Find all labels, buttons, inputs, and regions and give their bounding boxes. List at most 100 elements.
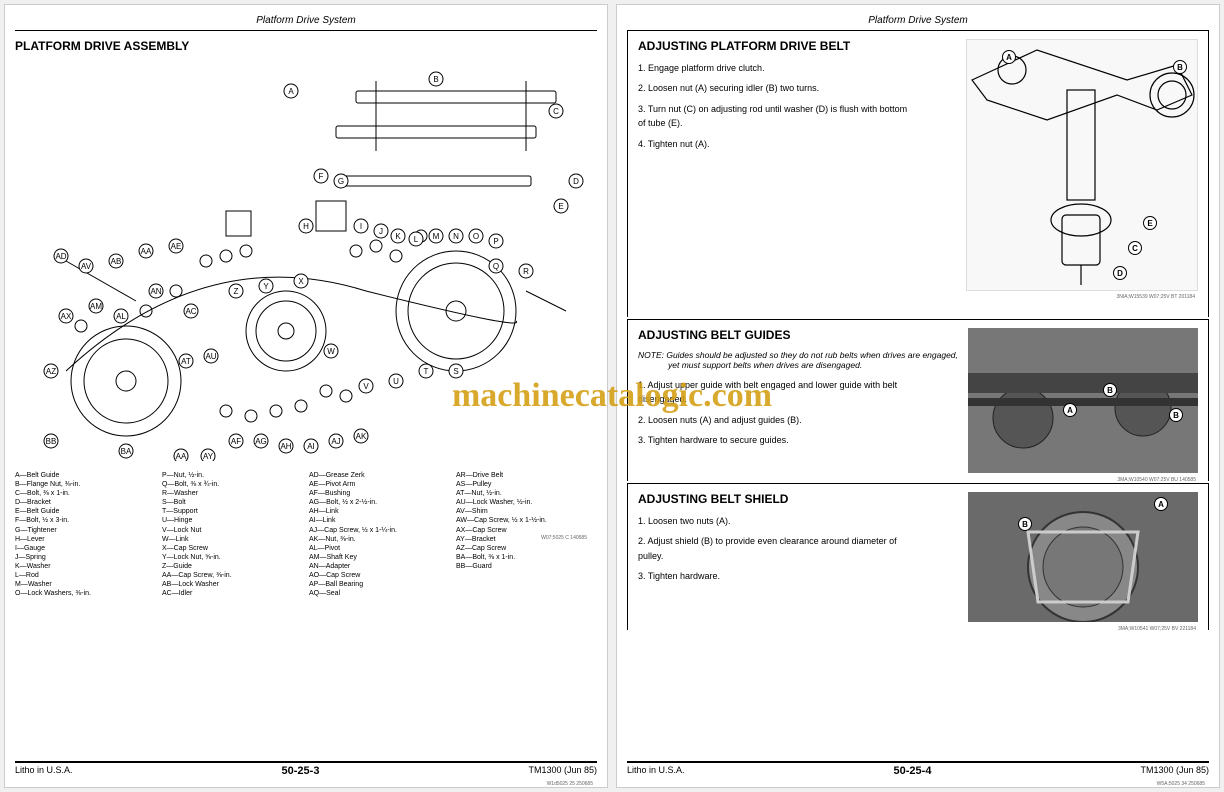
caption-1: 3NIA;W15539 W07;25V BT 201184 <box>1117 294 1195 300</box>
legend-item: BB—Guard <box>456 562 597 571</box>
svg-text:AN: AN <box>150 287 161 296</box>
legend-item: Y—Lock Nut, ⅝-in. <box>162 553 303 562</box>
svg-text:AM: AM <box>90 302 102 311</box>
title-drive-belt: ADJUSTING PLATFORM DRIVE BELT <box>638 39 956 53</box>
callout-c: C <box>1128 241 1142 255</box>
legend-item: AC—Idler <box>162 589 303 598</box>
callout-a: A <box>1002 50 1016 64</box>
left-page: Platform Drive System PLATFORM DRIVE ASS… <box>4 4 608 788</box>
svg-text:V: V <box>363 382 369 391</box>
svg-text:AA: AA <box>176 452 187 461</box>
svg-text:Y: Y <box>263 282 269 291</box>
svg-text:BA: BA <box>121 447 132 456</box>
legend-item: G—Tightener <box>15 526 156 535</box>
footer-page-num-r: 50-25-4 <box>894 765 932 777</box>
footer-litho-r: Litho in U.S.A. <box>627 765 685 777</box>
legend-item: V—Lock Nut <box>162 526 303 535</box>
legend-item: U—Hinge <box>162 516 303 525</box>
svg-text:AA: AA <box>141 247 152 256</box>
caption-3: 3MA;W10541 W07;25V BV 221184 <box>1118 626 1196 632</box>
footer-left-page: Litho in U.S.A. 50-25-3 TM1300 (Jun 85) <box>15 761 597 777</box>
legend-item: L—Rod <box>15 571 156 580</box>
procedure-step: 3. Tighten hardware. <box>638 569 908 583</box>
legend-item: S—Bolt <box>162 498 303 507</box>
diagram-drive-belt: A B C D E 3NIA;W15539 W07;25V BT 201184 <box>966 39 1198 291</box>
svg-text:AJ: AJ <box>331 437 340 446</box>
svg-text:S: S <box>453 367 458 376</box>
legend-item: AT—Nut, ½-in. <box>456 489 597 498</box>
procedure-step: 1. Loosen two nuts (A). <box>638 514 908 528</box>
legend-item: D—Bracket <box>15 498 156 507</box>
photo-belt-shield: A B 3MA;W10541 W07;25V BV 221184 <box>968 492 1198 622</box>
legend-item: E—Belt Guide <box>15 507 156 516</box>
legend-item: AH—Link <box>309 507 450 516</box>
footer-doc-id-r: TM1300 (Jun 85) <box>1140 765 1209 777</box>
legend-item: BA—Bolt, ⅜ x 1-in. <box>456 553 597 562</box>
legend-item: AX—Cap Screw <box>456 526 597 535</box>
steps-drive-belt: 1. Engage platform drive clutch.2. Loose… <box>638 61 908 151</box>
svg-text:AB: AB <box>111 257 122 266</box>
legend-item: C—Bolt, ⅜ x 1-in. <box>15 489 156 498</box>
procedure-step: 2. Loosen nuts (A) and adjust guides (B)… <box>638 413 908 427</box>
svg-text:I: I <box>360 222 362 231</box>
legend-item: AN—Adapter <box>309 562 450 571</box>
svg-text:Q: Q <box>493 262 499 271</box>
footer-micro-left: W1d5025 25 250685 <box>547 781 593 787</box>
title-belt-shield: ADJUSTING BELT SHIELD <box>638 492 958 506</box>
svg-text:AT: AT <box>181 357 191 366</box>
svg-text:AI: AI <box>307 442 315 451</box>
svg-text:A: A <box>288 87 294 96</box>
procedure-step: 2. Loosen nut (A) securing idler (B) two… <box>638 81 908 95</box>
legend-item: J—Spring <box>15 553 156 562</box>
legend-item: Z—Guide <box>162 562 303 571</box>
callout-b2: B <box>1103 383 1117 397</box>
callout-a3: A <box>1154 497 1168 511</box>
legend-item: AG—Bolt, ½ x 2-½-in. <box>309 498 450 507</box>
svg-text:T: T <box>424 367 429 376</box>
legend-item: AM—Shaft Key <box>309 553 450 562</box>
svg-text:W: W <box>327 347 335 356</box>
svg-text:AX: AX <box>61 312 72 321</box>
svg-text:C: C <box>553 107 559 116</box>
svg-text:AD: AD <box>55 252 66 261</box>
diagram-code: W07;5025 C 140585 <box>541 535 587 541</box>
svg-text:M: M <box>433 232 440 241</box>
procedure-step: 3. Tighten hardware to secure guides. <box>638 433 908 447</box>
svg-text:AC: AC <box>185 307 196 316</box>
svg-text:P: P <box>493 237 498 246</box>
legend-item <box>456 571 597 580</box>
legend-item: AR—Drive Belt <box>456 471 597 480</box>
right-page: Platform Drive System ADJUSTING PLATFORM… <box>616 4 1220 788</box>
svg-text:AK: AK <box>356 432 367 441</box>
callout-a2: A <box>1063 403 1077 417</box>
legend-item: AZ—Cap Screw <box>456 544 597 553</box>
svg-text:AG: AG <box>255 437 267 446</box>
section-title-assembly: PLATFORM DRIVE ASSEMBLY <box>15 39 597 53</box>
svg-text:AZ: AZ <box>46 367 56 376</box>
title-belt-guides: ADJUSTING BELT GUIDES <box>638 328 958 342</box>
footer-litho: Litho in U.S.A. <box>15 765 73 777</box>
footer-right-page: Litho in U.S.A. 50-25-4 TM1300 (Jun 85) <box>627 761 1209 777</box>
svg-text:J: J <box>379 227 383 236</box>
legend-item: AV—Shim <box>456 507 597 516</box>
legend-item: AQ—Seal <box>309 589 450 598</box>
steps-belt-shield: 1. Loosen two nuts (A).2. Adjust shield … <box>638 514 908 584</box>
legend-item: AI—Link <box>309 516 450 525</box>
section-belt-shield: ADJUSTING BELT SHIELD 1. Loosen two nuts… <box>627 483 1209 630</box>
steps-belt-guides: 1. Adjust upper guide with belt engaged … <box>638 378 908 448</box>
svg-text:N: N <box>453 232 459 241</box>
legend-item: AU—Lock Washer, ½-in. <box>456 498 597 507</box>
svg-text:H: H <box>303 222 309 231</box>
legend-item: R—Washer <box>162 489 303 498</box>
page-header-right: Platform Drive System <box>617 5 1219 30</box>
legend-item: AD—Grease Zerk <box>309 471 450 480</box>
svg-text:Z: Z <box>234 287 239 296</box>
svg-text:K: K <box>395 232 401 241</box>
svg-text:R: R <box>523 267 529 276</box>
legend-item: AS—Pulley <box>456 480 597 489</box>
legend-item: K—Washer <box>15 562 156 571</box>
legend-grid: A—Belt GuideP—Nut, ½-in.AD—Grease ZerkAR… <box>15 471 597 598</box>
legend-item: M—Washer <box>15 580 156 589</box>
legend-item <box>456 580 597 589</box>
svg-text:B: B <box>433 75 438 84</box>
